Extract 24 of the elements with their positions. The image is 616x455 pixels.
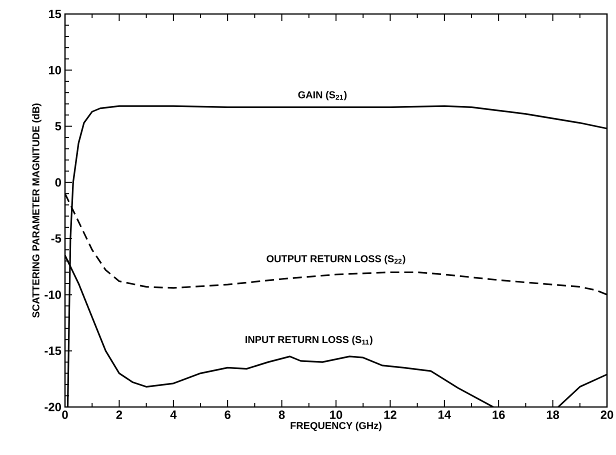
y-axis-title: SCATTERING PARAMETER MAGNITUDE (dB) xyxy=(32,104,42,318)
series-label: INPUT RETURN LOSS (S$_{11}$) xyxy=(246,336,372,346)
x-tick-label: 6 xyxy=(224,410,230,419)
y-tick-label: 5 xyxy=(55,122,62,130)
x-tick-label: 8 xyxy=(278,410,285,419)
x-tick-label: 20 xyxy=(600,410,614,419)
series-label: OUTPUT RETURN LOSS (S$_{22}$) xyxy=(266,254,406,264)
x-tick-label: 18 xyxy=(546,410,560,419)
y-tick-label: 0 xyxy=(55,178,61,187)
y-tick-label: 15 xyxy=(48,10,62,18)
x-tick-label: 4 xyxy=(170,410,177,419)
y-tick-label: -15 xyxy=(44,346,62,356)
series-label: GAIN (S$_{21}$) xyxy=(298,91,347,100)
x-tick-label: 0 xyxy=(62,410,68,419)
y-tick-label: -20 xyxy=(44,402,61,412)
x-tick-label: 16 xyxy=(492,410,505,419)
x-tick-label: 14 xyxy=(438,410,451,419)
x-axis-title: FREQUENCY (GHz) xyxy=(290,422,382,432)
x-tick-label: 12 xyxy=(384,410,396,419)
y-tick-label: -10 xyxy=(44,290,61,299)
y-tick-label: 10 xyxy=(48,66,61,74)
x-tick-label: 10 xyxy=(330,410,342,419)
y-tick-label: -5 xyxy=(51,234,62,243)
x-tick-label: 2 xyxy=(116,410,122,419)
